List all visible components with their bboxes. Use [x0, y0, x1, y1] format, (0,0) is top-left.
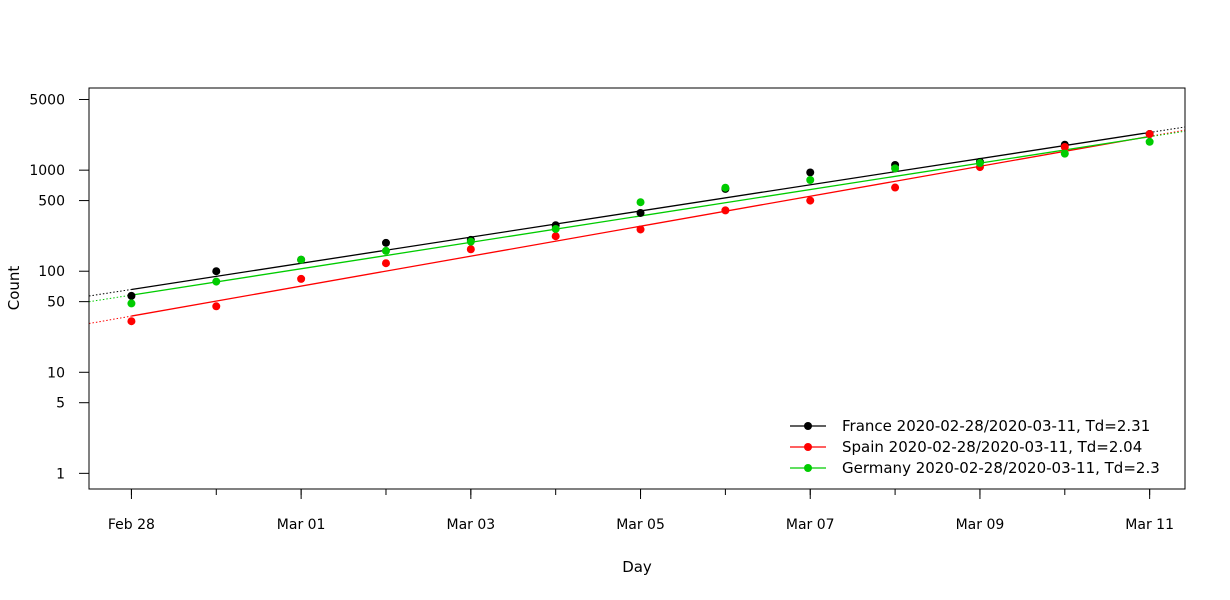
data-point-0-6 — [636, 208, 645, 217]
legend: France 2020-02-28/2020-03-11, Td=2.31 Spa… — [790, 417, 1160, 477]
legend-marker-0 — [804, 422, 812, 430]
data-point-2-5 — [551, 224, 560, 233]
fit-extension-left-1 — [88, 315, 132, 325]
plot-frame — [88, 87, 1186, 490]
data-points — [127, 129, 1154, 326]
x-axis-title: Day — [622, 558, 652, 576]
x-tick-label-5: Mar 09 — [956, 517, 1005, 533]
fit-extension-left-2 — [88, 294, 132, 303]
legend-marker-1 — [804, 443, 812, 451]
x-tick-label-3: Mar 05 — [616, 517, 665, 533]
data-point-1-5 — [551, 232, 560, 241]
data-point-2-2 — [297, 255, 306, 264]
data-point-2-8 — [806, 176, 815, 185]
fit-extension-right-0 — [1149, 126, 1186, 133]
x-tick-label-6: Mar 11 — [1125, 517, 1174, 533]
y-tick-label-6: 1000 — [29, 163, 65, 179]
fit-lines — [131, 131, 1150, 317]
data-point-2-1 — [212, 277, 221, 286]
data-point-0-1 — [212, 267, 221, 276]
data-point-2-3 — [381, 246, 390, 255]
y-tick-label-0: 1 — [56, 466, 65, 482]
data-point-2-9 — [891, 164, 900, 173]
fit-extension-left-0 — [88, 288, 132, 297]
data-point-1-1 — [212, 302, 221, 311]
y-tick-label-1: 5 — [56, 396, 65, 412]
data-point-1-9 — [891, 183, 900, 192]
data-point-2-0 — [127, 299, 136, 308]
legend-label-0: France 2020-02-28/2020-03-11, Td=2.31 — [842, 417, 1150, 435]
data-point-2-7 — [721, 183, 730, 192]
x-tick-label-1: Mar 01 — [277, 517, 326, 533]
x-axis: Feb 28 Mar 01 Mar 03 Mar 05 Mar 07 Mar 09 Mar … — [108, 489, 1174, 533]
data-point-1-0 — [127, 317, 136, 326]
y-axis: 1 5 10 50 100 500 1000 5000 — [29, 93, 89, 482]
x-tick-label-0: Feb 28 — [108, 517, 155, 533]
y-axis-title: Count — [5, 266, 23, 311]
y-tick-label-3: 50 — [47, 295, 65, 311]
data-point-1-7 — [721, 206, 730, 215]
data-point-1-6 — [636, 225, 645, 234]
fit-extension-right-1 — [1149, 129, 1186, 137]
data-point-2-4 — [466, 237, 475, 246]
data-point-1-2 — [297, 274, 306, 283]
y-tick-label-7: 5000 — [29, 93, 65, 109]
x-tick-label-4: Mar 07 — [786, 517, 835, 533]
data-point-2-12 — [1145, 137, 1154, 146]
extension-lines — [88, 126, 1186, 325]
fit-extension-right-2 — [1149, 130, 1186, 138]
data-point-2-6 — [636, 198, 645, 207]
y-tick-label-4: 100 — [38, 264, 65, 280]
x-tick-label-2: Mar 03 — [446, 517, 495, 533]
legend-label-1: Spain 2020-02-28/2020-03-11, Td=2.04 — [842, 438, 1142, 456]
data-point-1-4 — [466, 245, 475, 254]
data-point-2-10 — [975, 159, 984, 168]
data-point-1-3 — [381, 259, 390, 268]
data-point-1-8 — [806, 196, 815, 205]
data-point-1-12 — [1145, 130, 1154, 139]
data-point-0-0 — [127, 291, 136, 300]
legend-marker-2 — [804, 464, 812, 472]
data-point-0-3 — [381, 238, 390, 247]
y-tick-label-2: 10 — [47, 365, 65, 381]
legend-label-2: Germany 2020-02-28/2020-03-11, Td=2.3 — [842, 459, 1160, 477]
data-point-0-8 — [806, 168, 815, 177]
data-point-2-11 — [1060, 149, 1069, 158]
data-point-1-11 — [1060, 142, 1069, 151]
y-tick-label-5: 500 — [38, 194, 65, 210]
